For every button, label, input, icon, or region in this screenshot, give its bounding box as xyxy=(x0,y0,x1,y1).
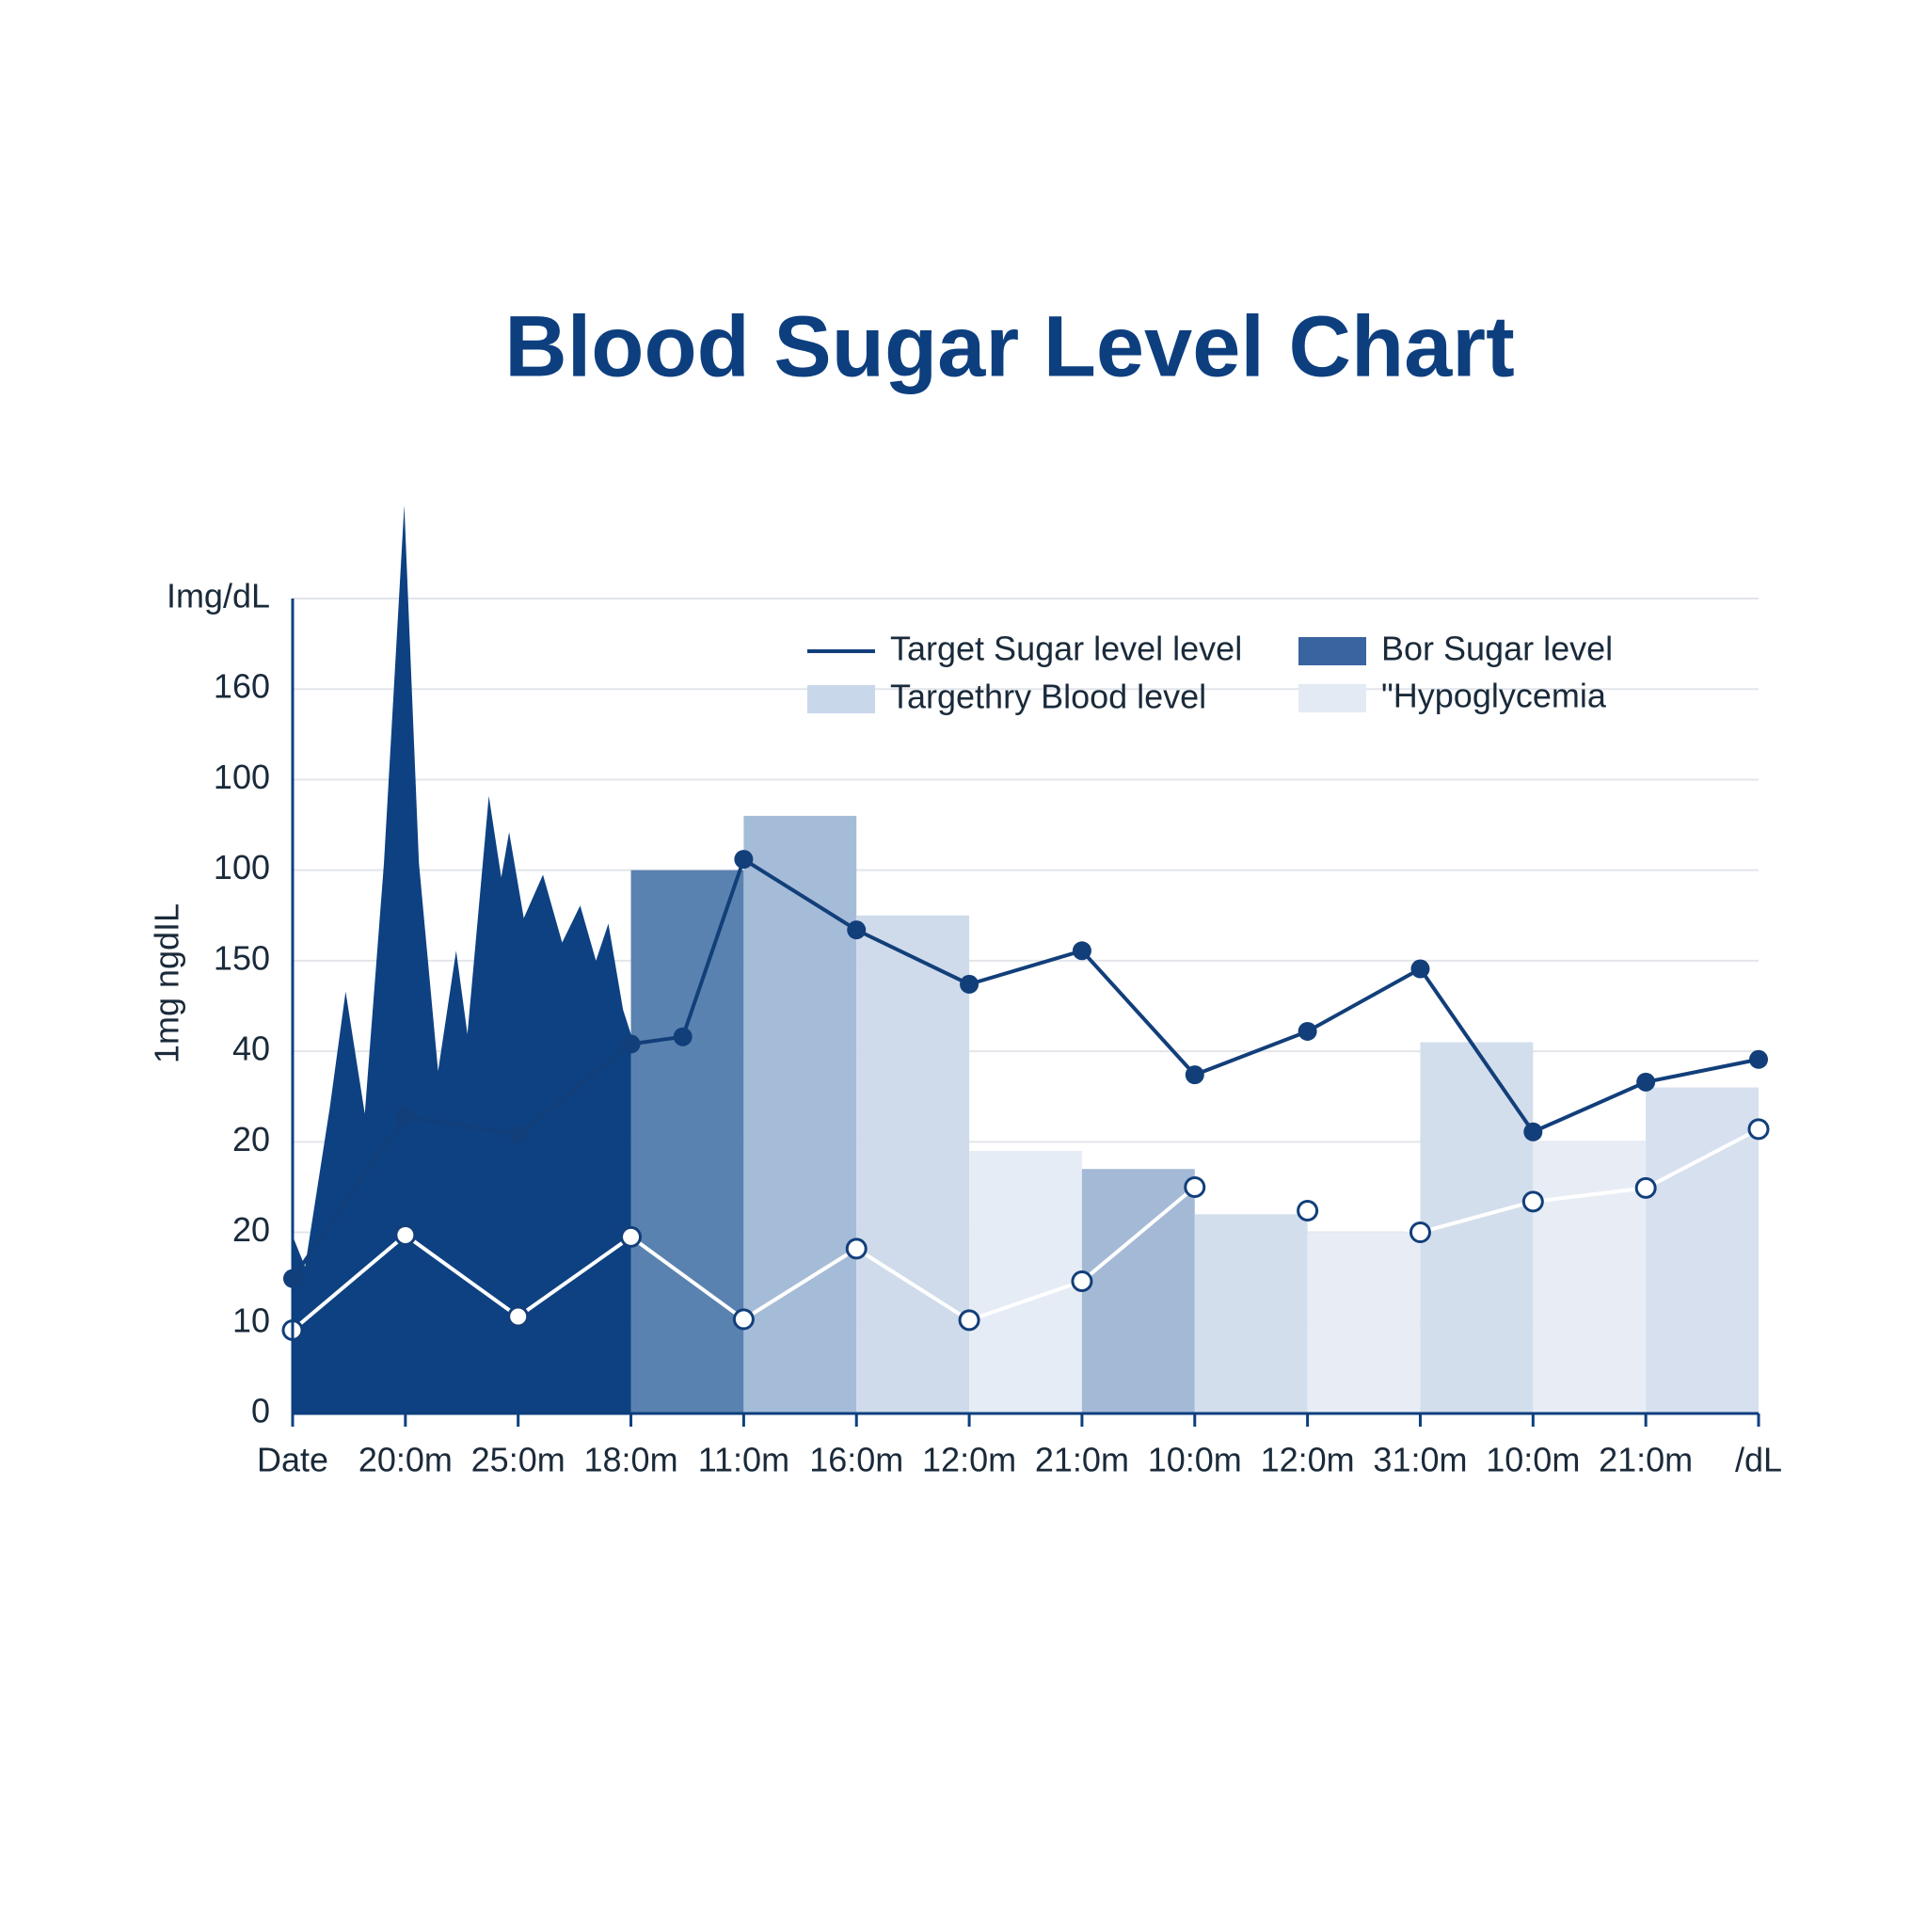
bar xyxy=(1533,1142,1647,1413)
x-tick-label: Date xyxy=(257,1441,328,1479)
x-tick-label: 18:0m xyxy=(584,1441,678,1479)
y-tick-label: 40 xyxy=(232,1030,270,1068)
y-tick-label: 10 xyxy=(232,1301,270,1339)
bar xyxy=(1081,1169,1195,1413)
x-tick-label: 12:0m xyxy=(1261,1441,1355,1479)
point xyxy=(845,1237,868,1260)
point xyxy=(847,920,867,940)
bar xyxy=(1307,1232,1421,1413)
x-tick-label: 16:0m xyxy=(809,1441,903,1479)
x-tick-label: 10:0m xyxy=(1148,1441,1242,1479)
legend-label: Target Sugar level level xyxy=(890,630,1242,668)
point xyxy=(734,850,754,870)
x-tick-label: 11:0m xyxy=(698,1441,789,1479)
legend-swatch xyxy=(1298,684,1366,712)
point xyxy=(732,1308,755,1331)
y-tick-label: 20 xyxy=(232,1210,270,1249)
bar xyxy=(630,870,744,1413)
x-tick-label: 10:0m xyxy=(1486,1441,1580,1479)
x-tick-label: 20:0m xyxy=(358,1441,453,1479)
legend-swatch xyxy=(807,685,875,713)
bar xyxy=(1646,1087,1759,1413)
chart-title: Blood Sugar Level Chart xyxy=(504,298,1515,394)
area xyxy=(293,504,631,1413)
y-tick-label: 100 xyxy=(214,758,270,796)
line xyxy=(291,1127,1760,1333)
y-tick-label: 150 xyxy=(214,938,270,977)
point xyxy=(1409,1221,1431,1244)
x-tick-label: 31:0m xyxy=(1373,1441,1467,1479)
bar xyxy=(969,1150,1082,1413)
point xyxy=(1747,1118,1770,1141)
y-tick-label: 100 xyxy=(214,848,270,886)
x-tick-label: 21:0m xyxy=(1599,1441,1693,1479)
point xyxy=(1297,1199,1319,1221)
legend-label: Bor Sugar level xyxy=(1381,630,1613,668)
point xyxy=(1185,1065,1204,1085)
point xyxy=(1298,1021,1317,1041)
legend-label: "Hypoglycemia xyxy=(1381,677,1607,715)
point xyxy=(1184,1175,1206,1198)
x-tick-label: 21:0m xyxy=(1035,1441,1129,1479)
y-axis-title: 1mg ngdIL xyxy=(148,903,186,1063)
point xyxy=(507,1305,530,1328)
y-tick-label: 20 xyxy=(232,1120,270,1158)
x-tick-label: 12:0m xyxy=(922,1441,1016,1479)
legend-label: Targethry Blood level xyxy=(890,678,1206,716)
point xyxy=(394,1223,417,1246)
point xyxy=(1072,941,1091,961)
point xyxy=(395,1107,415,1126)
legend-swatch xyxy=(1298,637,1366,665)
bar xyxy=(1194,1214,1308,1413)
point xyxy=(1410,959,1430,979)
point xyxy=(620,1225,643,1248)
point xyxy=(960,974,979,994)
point xyxy=(1523,1122,1543,1142)
point xyxy=(1071,1270,1093,1293)
y-tick-label: 0 xyxy=(251,1392,270,1430)
point xyxy=(508,1125,528,1144)
point xyxy=(1749,1049,1768,1069)
y-tick-label: 160 xyxy=(214,667,270,706)
bar xyxy=(856,915,970,1413)
point xyxy=(1521,1190,1544,1213)
point xyxy=(621,1034,641,1054)
point xyxy=(1636,1072,1656,1092)
bar xyxy=(743,815,857,1413)
point xyxy=(673,1027,693,1046)
x-tick-label: /dL xyxy=(1735,1441,1782,1479)
point xyxy=(958,1309,980,1332)
point xyxy=(1634,1176,1657,1199)
x-tick-label: 25:0m xyxy=(471,1441,565,1479)
y-tick-label: Img/dL xyxy=(167,577,270,615)
